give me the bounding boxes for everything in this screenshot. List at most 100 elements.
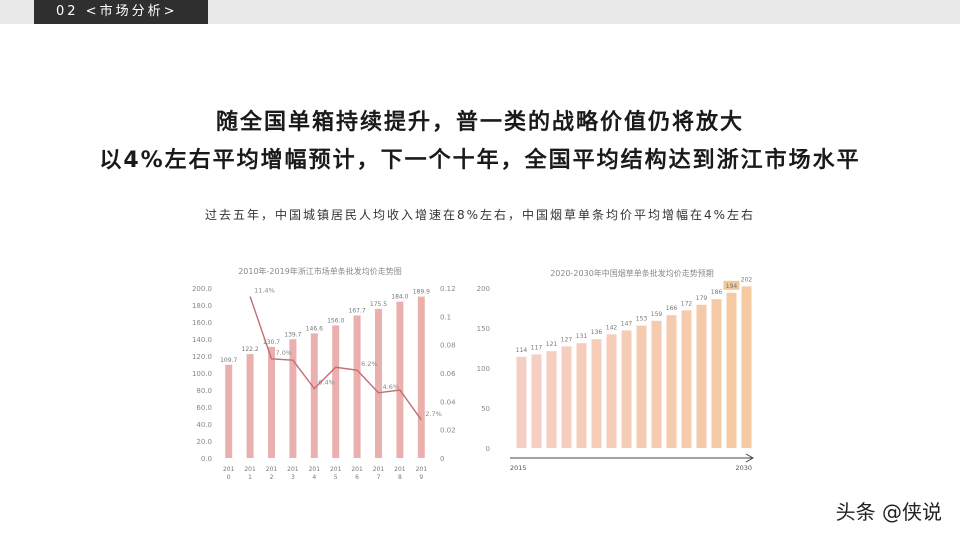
highlight-label-box	[723, 280, 740, 290]
headline-line-1: 随全国单箱持续提升，普一类的战略价值仍将放大	[215, 110, 744, 135]
bar-value-label: 172	[681, 300, 693, 307]
bar-value-label: 194	[726, 283, 738, 290]
bar-value-label: 179	[696, 295, 708, 302]
bar	[591, 339, 602, 448]
bar	[396, 301, 404, 458]
timeline-end-label: 2030	[735, 464, 752, 472]
x-tick-label: 201	[416, 466, 428, 473]
bar	[621, 330, 632, 448]
bar-value-label: 130.7	[263, 339, 280, 346]
bar-value-label: 122.2	[242, 346, 259, 353]
zhejiang-price-chart-svg: 2010年-2019年浙江市场单条批发均价走势图0.020.040.060.08…	[192, 266, 456, 481]
y2-tick-label: 0.02	[440, 427, 456, 435]
bar-value-label: 189.9	[413, 289, 430, 296]
growth-rate-label: 6.2%	[361, 360, 378, 368]
y2-tick-label: 0.06	[440, 370, 456, 378]
bar-value-label: 202	[741, 276, 753, 283]
bar-value-label: 117	[531, 344, 543, 351]
bar	[516, 356, 527, 448]
bar	[289, 339, 297, 458]
y-tick-label: 80.0	[196, 387, 212, 395]
section-tag: 02 <市场分析>	[34, 0, 208, 24]
bar	[375, 308, 382, 458]
y-tick-label: 200.0	[192, 285, 212, 293]
subheadline: 过去五年，中国城镇居民人均收入增速在8%左右，中国烟草单条均价平均增幅在4%左右	[204, 208, 756, 222]
y-tick-label: 20.0	[196, 438, 212, 446]
x-tick-label: 201	[309, 466, 321, 473]
watermark: 头条 @侠说	[835, 500, 942, 524]
y-tick-label: 0	[486, 445, 490, 453]
growth-rate-label: 11.4%	[254, 287, 275, 295]
y-tick-label: 150	[477, 325, 490, 333]
x-tick-label: 7	[377, 474, 381, 481]
y-tick-label: 40.0	[196, 421, 212, 429]
y-tick-label: 0.0	[201, 455, 212, 463]
x-tick-label: 201	[223, 466, 235, 473]
bar	[561, 346, 572, 448]
x-tick-label: 3	[291, 474, 295, 481]
x-tick-label: 201	[287, 466, 299, 473]
bar-value-label: 184.0	[391, 294, 408, 301]
y-tick-label: 200	[477, 285, 490, 293]
bar	[741, 286, 752, 448]
y-tick-label: 50	[481, 405, 490, 413]
headline-line-2: 以4%左右平均增幅预计，下一个十年，全国平均结构达到浙江市场水平	[99, 148, 861, 173]
bar-value-label: 147	[621, 320, 633, 327]
growth-rate-label: 4.6%	[383, 383, 400, 391]
bar	[681, 310, 692, 448]
y-tick-label: 180.0	[192, 302, 212, 310]
x-tick-label: 201	[330, 466, 342, 473]
growth-rate-label: 7.0%	[276, 349, 293, 357]
bar-value-label: 109.7	[220, 357, 237, 364]
growth-rate-label: 2.7%	[425, 410, 442, 418]
bar	[726, 292, 737, 448]
bar-value-label: 146.6	[306, 325, 323, 332]
timeline-start-label: 2015	[510, 464, 527, 472]
zhejiang-price-chart: 2010年-2019年浙江市场单条批发均价走势图 0.0 20.0 40.0 60.0 8…	[170, 252, 470, 512]
bar-value-label: 186	[711, 289, 723, 296]
timeline-arrow-head	[745, 453, 755, 463]
y-tick-label: 160.0	[192, 319, 212, 327]
x-tick-label: 0	[227, 474, 231, 481]
x-tick-label: 2	[270, 474, 274, 481]
bar-value-label: 121	[546, 341, 558, 348]
x-tick-label: 8	[398, 474, 402, 481]
bar	[310, 333, 318, 458]
bar	[268, 346, 275, 458]
bar-value-label: 159	[651, 311, 663, 318]
x-tick-label: 5	[334, 474, 338, 481]
x-tick-label: 4	[312, 474, 316, 481]
y-tick-label: 140.0	[192, 336, 212, 344]
bar	[711, 299, 722, 448]
chart-2-title: 2020-2030年中国烟草单条批发均价走势预期	[550, 268, 714, 278]
bar	[332, 325, 340, 458]
x-tick-label: 9	[419, 474, 423, 481]
y2-tick-label: 0.04	[440, 398, 456, 406]
bar	[696, 304, 707, 448]
bar-value-label: 175.5	[370, 301, 387, 308]
bar-value-label: 153	[636, 316, 648, 323]
y2-tick-label: 0.12	[440, 285, 456, 293]
bar	[576, 343, 587, 448]
y2-tick-label: 0	[440, 455, 444, 463]
x-tick-label: 1	[248, 474, 252, 481]
bar	[225, 364, 233, 458]
bar-value-label: 131	[576, 333, 588, 340]
bar-value-label: 127	[561, 336, 573, 343]
x-tick-label: 201	[266, 466, 278, 473]
y-tick-label: 100.0	[192, 370, 212, 378]
bar	[651, 320, 662, 448]
y-tick-label: 120.0	[192, 353, 212, 361]
bar	[353, 315, 361, 458]
bar-value-label: 136	[591, 329, 603, 336]
x-tick-label: 201	[373, 466, 385, 473]
bar	[606, 334, 617, 448]
bar	[546, 351, 557, 448]
bar	[531, 354, 542, 448]
bar	[666, 315, 677, 448]
y2-tick-label: 0.1	[440, 313, 451, 321]
bar-value-label: 167.7	[349, 307, 366, 314]
bar-value-label: 142	[606, 324, 618, 331]
bar-value-label: 114	[516, 347, 528, 354]
